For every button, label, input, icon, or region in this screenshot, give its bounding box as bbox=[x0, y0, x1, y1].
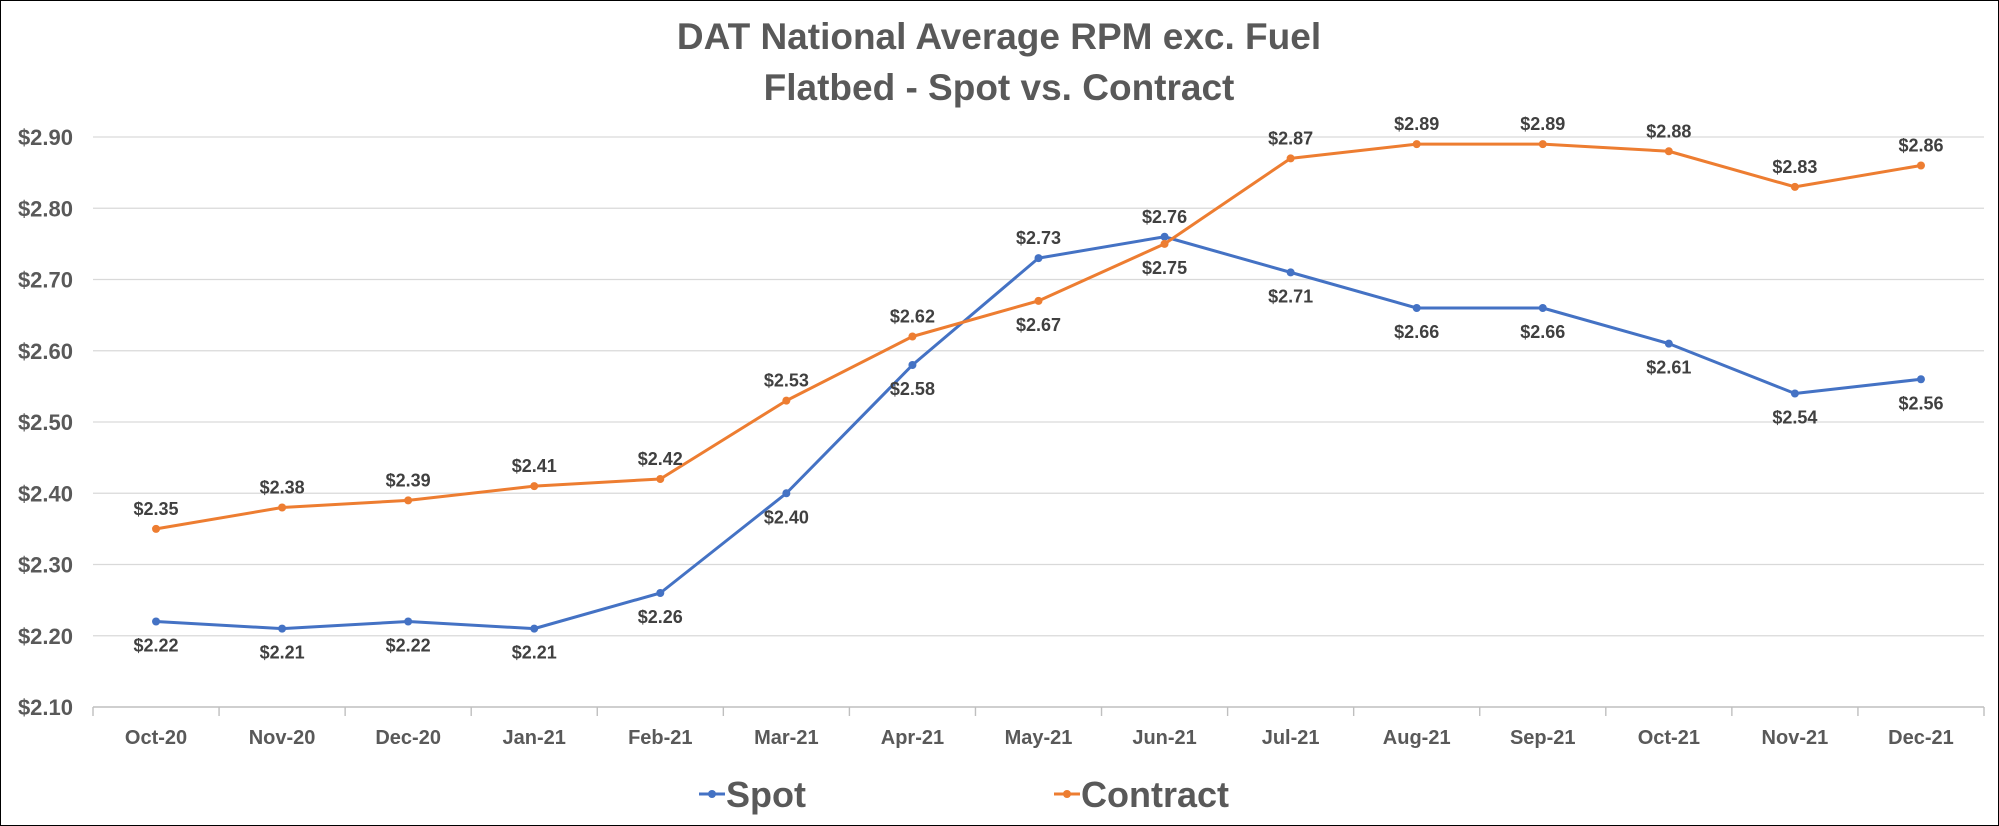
contract-data-point bbox=[1538, 140, 1547, 149]
gridlines bbox=[92, 136, 1985, 716]
contract-data-point bbox=[656, 475, 665, 483]
y-tick-label: $2.40 bbox=[18, 481, 73, 506]
spot-data-point bbox=[404, 617, 413, 626]
contract-data-point bbox=[530, 482, 539, 491]
y-tick-label: $2.70 bbox=[18, 268, 73, 293]
spot-series-line bbox=[155, 235, 1922, 631]
chart-title: DAT National Average RPM exc. Fuel bbox=[677, 16, 1321, 57]
x-tick-label: Oct-20 bbox=[125, 727, 187, 749]
spot-legend-label: Spot bbox=[726, 774, 806, 815]
contract-data-point bbox=[1412, 140, 1421, 149]
y-tick-label: $2.60 bbox=[18, 339, 73, 364]
contract-data-label: $2.53 bbox=[764, 371, 809, 391]
contract-data-point bbox=[1286, 154, 1295, 163]
spot-data-point bbox=[1412, 304, 1421, 312]
contract-data-label: $2.62 bbox=[890, 307, 935, 327]
contract-data-point bbox=[404, 496, 413, 505]
spot-data-label: $2.71 bbox=[1268, 286, 1313, 306]
contract-data-point bbox=[1034, 296, 1043, 305]
spot-data-point bbox=[278, 624, 287, 633]
spot-data-point bbox=[1916, 375, 1925, 384]
contract-data-label: $2.89 bbox=[1520, 114, 1565, 134]
y-tick-label: $2.10 bbox=[18, 695, 73, 720]
contract-data-point bbox=[1916, 161, 1925, 170]
x-tick-label: May-21 bbox=[1005, 727, 1073, 749]
spot-data-point bbox=[1664, 339, 1673, 348]
x-axis-ticks: Oct-20 Nov-20 Dec-20 Jan-21 Feb-21 Mar-21 Apr-… bbox=[125, 727, 1954, 749]
contract-data-label: $2.38 bbox=[260, 478, 305, 498]
x-tick-label: Nov-20 bbox=[249, 727, 316, 749]
spot-data-label: $2.21 bbox=[512, 643, 557, 663]
x-tick-label: Apr-21 bbox=[881, 727, 944, 749]
spot-data-label: $2.66 bbox=[1394, 322, 1439, 342]
contract-data-label: $2.35 bbox=[134, 499, 179, 519]
contract-data-point bbox=[1664, 147, 1673, 156]
x-tick-label: Jul-21 bbox=[1262, 727, 1320, 749]
y-tick-label: $2.30 bbox=[18, 553, 73, 578]
y-tick-label: $2.90 bbox=[18, 125, 73, 150]
x-tick-label: Jan-21 bbox=[503, 727, 566, 749]
contract-data-point bbox=[1160, 239, 1169, 248]
contract-data-label: $2.86 bbox=[1898, 136, 1943, 156]
legend: Spot Contract bbox=[699, 774, 1229, 815]
spot-data-point bbox=[1286, 268, 1295, 277]
spot-data-label: $2.66 bbox=[1520, 322, 1565, 342]
contract-data-point bbox=[908, 332, 917, 341]
contract-data-label: $2.75 bbox=[1142, 258, 1187, 278]
contract-legend-marker bbox=[1063, 790, 1071, 798]
spot-data-point bbox=[530, 624, 539, 633]
contract-data-label: $2.87 bbox=[1268, 128, 1313, 148]
x-tick-label: Jun-21 bbox=[1132, 727, 1196, 749]
x-tick-label: Aug-21 bbox=[1383, 727, 1451, 749]
contract-data-label: $2.89 bbox=[1394, 114, 1439, 134]
spot-data-label: $2.56 bbox=[1898, 393, 1943, 413]
y-tick-label: $2.80 bbox=[18, 196, 73, 221]
y-tick-label: $2.20 bbox=[18, 624, 73, 649]
x-tick-label: Oct-21 bbox=[1638, 727, 1700, 749]
x-tick-label: Dec-21 bbox=[1888, 727, 1954, 749]
spot-data-label: $2.22 bbox=[386, 636, 431, 656]
contract-data-point bbox=[152, 524, 161, 533]
spot-data-point bbox=[1790, 389, 1799, 398]
spot-data-point bbox=[1034, 254, 1043, 263]
spot-data-point bbox=[1160, 232, 1169, 241]
spot-data-point bbox=[782, 489, 791, 498]
x-tick-label: Mar-21 bbox=[754, 727, 818, 749]
spot-data-point bbox=[656, 589, 665, 597]
spot-data-point bbox=[152, 617, 161, 626]
data-labels: $2.22 $2.21 $2.22 $2.21 $2.26 $2.40 $2.58 $2.73… bbox=[134, 114, 1944, 663]
spot-data-label: $2.73 bbox=[1016, 228, 1061, 248]
x-tick-label: Nov-21 bbox=[1762, 727, 1829, 749]
contract-data-point bbox=[782, 396, 791, 405]
x-tick-label: Dec-20 bbox=[375, 727, 441, 749]
x-tick-label: Feb-21 bbox=[628, 727, 692, 749]
spot-data-point bbox=[1538, 304, 1547, 312]
spot-data-label: $2.76 bbox=[1142, 207, 1187, 227]
x-tick-label: Sep-21 bbox=[1510, 727, 1576, 749]
y-tick-label: $2.50 bbox=[18, 410, 73, 435]
contract-data-label: $2.83 bbox=[1772, 157, 1817, 177]
spot-data-label: $2.61 bbox=[1646, 358, 1691, 378]
chart-subtitle: Flatbed - Spot vs. Contract bbox=[764, 67, 1235, 108]
contract-data-point bbox=[1790, 182, 1799, 191]
contract-data-point bbox=[278, 503, 287, 512]
spot-data-label: $2.22 bbox=[134, 636, 179, 656]
contract-data-label: $2.41 bbox=[512, 456, 557, 476]
spot-data-label: $2.26 bbox=[638, 607, 683, 627]
spot-legend-marker bbox=[708, 790, 716, 798]
spot-data-label: $2.54 bbox=[1772, 408, 1817, 428]
spot-data-label: $2.21 bbox=[260, 643, 305, 663]
contract-data-label: $2.88 bbox=[1646, 121, 1691, 141]
contract-data-label: $2.67 bbox=[1016, 315, 1061, 335]
spot-data-point bbox=[908, 361, 917, 369]
contract-data-label: $2.42 bbox=[638, 449, 683, 469]
contract-legend-label: Contract bbox=[1081, 774, 1229, 815]
series-lines bbox=[152, 140, 1925, 633]
y-axis-ticks: $2.10 $2.20 $2.30 $2.40 $2.50 $2.60 $2.70 $2.80… bbox=[18, 125, 73, 720]
spot-data-label: $2.58 bbox=[890, 379, 935, 399]
contract-data-label: $2.39 bbox=[386, 470, 431, 490]
spot-data-label: $2.40 bbox=[764, 507, 809, 527]
